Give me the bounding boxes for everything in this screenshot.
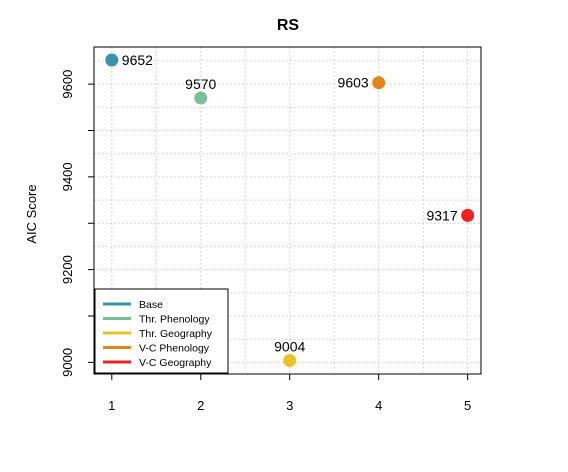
y-axis-label: AIC Score	[24, 184, 39, 243]
y-tick-label: 9200	[60, 255, 75, 284]
legend-entry: Base	[139, 299, 163, 311]
data-label: 9570	[185, 76, 216, 92]
x-tick-label: 2	[197, 398, 204, 413]
chart-title: RS	[277, 17, 300, 34]
legend-entry: V-C Phenology	[139, 343, 210, 355]
axes: 1 2 3 4 5 9000 9200 9400 9600	[60, 70, 471, 413]
legend-entry: Thr. Geography	[139, 328, 213, 340]
data-point	[372, 76, 386, 90]
data-label: 9652	[122, 52, 153, 68]
legend-entry: V-C Geography	[139, 357, 212, 369]
x-tick-label: 1	[108, 398, 115, 413]
x-tick-label: 5	[464, 398, 471, 413]
data-points: 9652 9570 9004 9603 9317	[105, 52, 475, 368]
x-tick-label: 4	[375, 398, 382, 413]
legend: Base Thr. Phenology Thr. Geography V-C Phen…	[94, 288, 229, 374]
legend-entry: Thr. Phenology	[139, 314, 210, 326]
y-tick-label: 9600	[60, 70, 75, 99]
data-point	[194, 91, 208, 105]
y-tick-label: 9400	[60, 162, 75, 191]
data-point	[461, 208, 475, 222]
data-label: 9317	[426, 207, 457, 223]
x-tick-label: 3	[286, 398, 293, 413]
data-point	[283, 354, 297, 368]
data-label: 9004	[274, 339, 305, 355]
data-label: 9603	[338, 75, 369, 91]
y-tick-label: 9000	[60, 348, 75, 377]
plot-frame	[93, 46, 482, 375]
data-point	[105, 53, 119, 67]
